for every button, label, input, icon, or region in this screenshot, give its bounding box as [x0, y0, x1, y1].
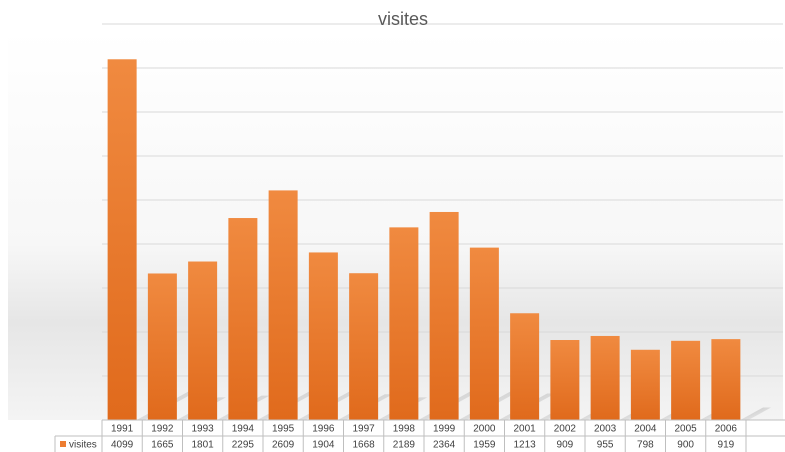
- value-label: 909: [557, 440, 574, 451]
- value-label: 1959: [473, 440, 496, 451]
- bar-1999: [429, 211, 459, 420]
- x-tick-label: 1994: [232, 424, 255, 435]
- value-label: 2189: [393, 440, 416, 451]
- bar-2002: [550, 340, 580, 420]
- x-tick-label: 1991: [111, 424, 134, 435]
- x-tick-label: 1999: [433, 424, 456, 435]
- bar-1996: [308, 252, 338, 420]
- x-tick-label: 1995: [272, 424, 295, 435]
- value-label: 1665: [151, 440, 174, 451]
- bar-1991: [107, 59, 137, 421]
- bars: [107, 59, 741, 421]
- x-tick-label: 2005: [675, 424, 698, 435]
- value-label: 1904: [312, 440, 335, 451]
- value-label: 919: [718, 440, 735, 451]
- x-tick-label: 1993: [192, 424, 215, 435]
- value-label: 1668: [353, 440, 376, 451]
- x-tick-label: 1992: [151, 424, 174, 435]
- value-label: 900: [677, 440, 694, 451]
- value-label: 2295: [232, 440, 255, 451]
- data-table: visites 1991 4099 1992 1665 1993 1801 1994 2295 1…: [54, 419, 785, 452]
- x-tick-label: 2004: [634, 424, 657, 435]
- value-label: 4099: [111, 440, 134, 451]
- bar-shadow: [740, 407, 772, 420]
- x-tick-label: 1997: [353, 424, 376, 435]
- chart-title: visites: [378, 9, 428, 29]
- value-label: 1213: [514, 440, 537, 451]
- value-label: 955: [597, 440, 614, 451]
- x-tick-label: 2000: [473, 424, 496, 435]
- x-tick-label: 2001: [514, 424, 537, 435]
- bar-1998: [389, 227, 419, 420]
- x-tick-label: 2006: [715, 424, 738, 435]
- value-label: 1801: [192, 440, 215, 451]
- value-label: 798: [637, 440, 654, 451]
- value-label: 2364: [433, 440, 456, 451]
- x-tick-label: 1996: [312, 424, 335, 435]
- value-label: 2609: [272, 440, 295, 451]
- bar-1993: [188, 261, 218, 420]
- legend-key: [60, 441, 66, 447]
- bar-2003: [590, 335, 620, 420]
- bar-2000: [469, 247, 499, 420]
- bar-2006: [711, 339, 741, 420]
- series-label: visites: [69, 440, 97, 451]
- bar-1992: [147, 273, 177, 420]
- x-tick-label: 2003: [594, 424, 617, 435]
- bar-1994: [228, 218, 258, 420]
- x-tick-label: 2002: [554, 424, 577, 435]
- bar-2001: [510, 313, 540, 420]
- bar-1997: [349, 273, 379, 420]
- bar-2005: [671, 340, 701, 420]
- bar-2004: [630, 349, 660, 420]
- bar-1995: [268, 190, 298, 420]
- x-tick-label: 1998: [393, 424, 416, 435]
